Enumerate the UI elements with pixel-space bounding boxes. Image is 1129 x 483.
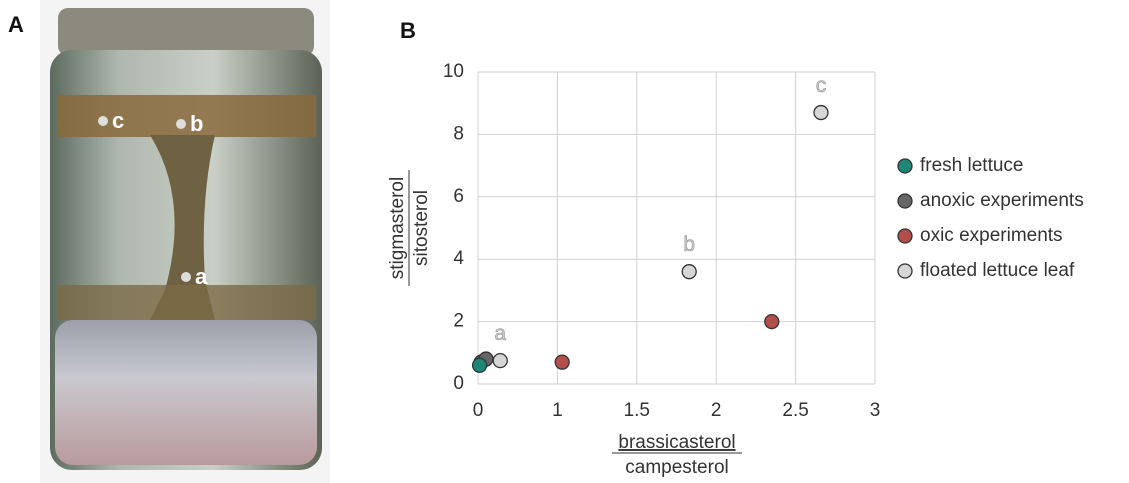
point-annotation: b — [683, 233, 695, 256]
y-tick-label: 10 — [443, 61, 464, 82]
sample-label: b — [190, 111, 203, 136]
sample-label: a — [195, 264, 208, 289]
x-tick-label: 0 — [473, 400, 484, 421]
y-tick-label: 0 — [453, 373, 464, 394]
point — [492, 352, 508, 369]
point — [554, 354, 570, 370]
y-tick-label: 6 — [453, 186, 464, 207]
legend-marker — [897, 228, 913, 244]
y-axis-label: sitosterol — [411, 190, 432, 266]
x-tick-label: 3 — [870, 400, 881, 421]
jar-photo — [40, 0, 330, 483]
point — [471, 357, 488, 373]
sample-label: c — [112, 108, 124, 133]
x-tick-label: 1.5 — [624, 400, 650, 421]
panel-label: A — [8, 12, 24, 37]
y-axis-label: stigmasterol — [387, 177, 408, 279]
legend-label: fresh lettuce — [920, 155, 1024, 176]
x-tick-label: 2 — [711, 400, 722, 421]
y-tick-label: 2 — [453, 311, 464, 332]
legend-label: floated lettuce leaf — [920, 260, 1075, 281]
point — [681, 264, 697, 280]
sample-dot — [98, 116, 108, 126]
legend-label: anoxic experiments — [920, 190, 1084, 211]
x-tick-label: 2.5 — [782, 400, 808, 421]
x-axis-label: brassicasterol — [618, 432, 735, 453]
x-tick-label: 1 — [552, 400, 563, 421]
x-axis-label: campesterol — [625, 457, 729, 478]
y-axis-title: stigmasterol sitosterol — [387, 170, 432, 286]
legend-marker — [897, 193, 913, 209]
panel-label: B — [400, 18, 416, 43]
point-annotation: c — [816, 74, 827, 97]
point — [813, 104, 829, 121]
y-tick-label: 4 — [453, 248, 464, 269]
legend-label: oxic experiments — [920, 225, 1063, 246]
point-annotation: a — [494, 322, 506, 345]
y-tick-label: 8 — [453, 123, 464, 144]
sample-dot — [181, 272, 191, 282]
legend-marker — [897, 263, 913, 279]
legend-marker — [897, 158, 913, 174]
point — [764, 313, 780, 330]
sample-dot — [176, 119, 186, 129]
